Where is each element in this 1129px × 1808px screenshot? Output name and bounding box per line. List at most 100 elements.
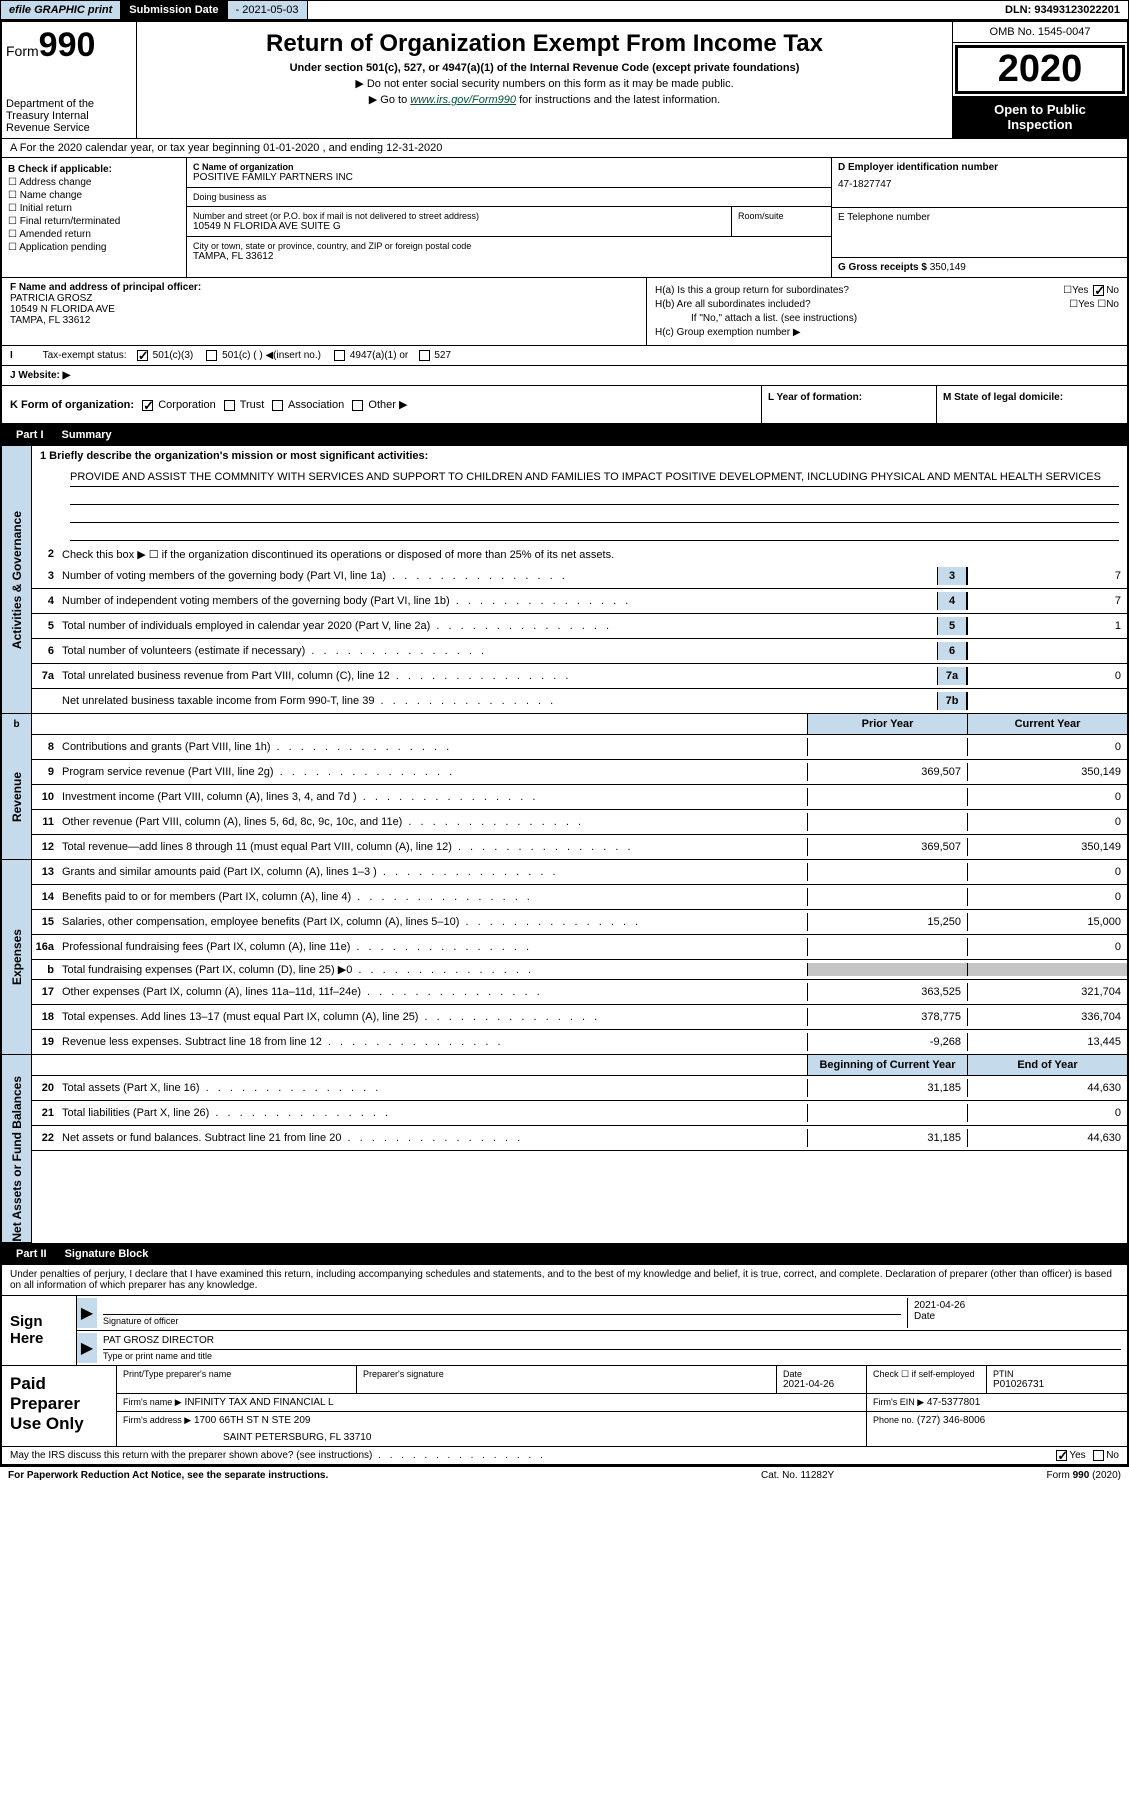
ha-yes[interactable]: Yes [1072, 285, 1088, 296]
may-irs-yes-cb[interactable] [1056, 1450, 1067, 1461]
line-2: 2 Check this box ▶ ☐ if the organization… [32, 544, 1127, 564]
footer-form-pre: Form [1047, 1470, 1073, 1481]
mission-blank-3 [70, 523, 1119, 541]
cb-application-pending[interactable]: ☐ Application pending [8, 242, 180, 253]
officer-sig-field: Signature of officer [97, 1298, 907, 1328]
phone-value: (727) 346-8006 [917, 1415, 985, 1426]
line-value: 1 [967, 617, 1127, 635]
footer: For Paperwork Reduction Act Notice, see … [0, 1466, 1129, 1484]
firm-ein-label: Firm's EIN ▶ [873, 1397, 924, 1407]
na-header-spacer [32, 1055, 807, 1075]
prep-name-cell: Print/Type preparer's name [117, 1366, 357, 1393]
cb-501c3[interactable] [137, 350, 148, 361]
cb-amended-return[interactable]: ☐ Amended return [8, 229, 180, 240]
form-label: Form [6, 43, 39, 59]
cb-final-return[interactable]: ☐ Final return/terminated [8, 216, 180, 227]
line-a-tax-year: A For the 2020 calendar year, or tax yea… [2, 139, 1127, 158]
line-value [967, 642, 1127, 660]
form-num-990: 990 [39, 26, 96, 64]
line-16a: 16aProfessional fundraising fees (Part I… [32, 935, 1127, 960]
street-value: 10549 N FLORIDA AVE SUITE G [193, 221, 725, 232]
open-to-public: Open to Public [957, 102, 1123, 117]
prior-year-value [807, 788, 967, 806]
omb-number: OMB No. 1545-0047 [953, 22, 1127, 43]
officer-name-value: PAT GROSZ DIRECTOR [103, 1335, 1121, 1349]
box-deg: D Employer identification number 47-1827… [832, 158, 1127, 277]
ha-no-checkbox[interactable] [1093, 285, 1104, 296]
line-num: 8 [32, 741, 62, 753]
cb-trust[interactable] [224, 400, 235, 411]
check-self-employed[interactable]: Check ☐ if self-employed [873, 1369, 980, 1380]
line-num: 6 [32, 645, 62, 657]
officer-name-label: Type or print name and title [103, 1349, 1121, 1361]
firm-addr-label: Firm's address ▶ [123, 1415, 191, 1425]
line-text: Number of voting members of the governin… [62, 570, 937, 582]
sign-here-label: Sign Here [2, 1296, 77, 1365]
prior-year-value: -9,268 [807, 1033, 967, 1051]
cb-address-change[interactable]: ☐ Address change [8, 177, 180, 188]
line-text: Other revenue (Part VIII, column (A), li… [62, 816, 807, 828]
form-title: Return of Organization Exempt From Incom… [145, 30, 944, 58]
line-3: 3Number of voting members of the governi… [32, 564, 1127, 589]
mission-block: PROVIDE AND ASSIST THE COMMNITY WITH SER… [32, 466, 1127, 544]
cb-527[interactable] [419, 350, 430, 361]
firm-addr-cell: Firm's address ▶ 1700 66TH ST N STE 209 … [117, 1412, 867, 1446]
line-17: 17Other expenses (Part IX, column (A), l… [32, 980, 1127, 1005]
current-year-value: 15,000 [967, 913, 1127, 931]
footer-catno: Cat. No. 11282Y [761, 1470, 961, 1481]
may-irs-no-cb[interactable] [1093, 1450, 1104, 1461]
line-5: 5Total number of individuals employed in… [32, 614, 1127, 639]
cb-other[interactable] [352, 400, 363, 411]
line-1-label: 1 Briefly describe the organization's mi… [32, 446, 1127, 466]
current-year-value [967, 963, 1127, 976]
cb-association[interactable] [272, 400, 283, 411]
firm-ein-cell: Firm's EIN ▶ 47-5377801 [867, 1394, 1127, 1411]
prep-sig-label: Preparer's signature [363, 1369, 770, 1379]
cb-501c[interactable] [206, 350, 217, 361]
line-9: 9Program service revenue (Part VIII, lin… [32, 760, 1127, 785]
ein-value: 47-1827747 [838, 179, 1121, 190]
prior-year-value: 369,507 [807, 763, 967, 781]
efile-label[interactable]: efile GRAPHIC print [1, 1, 121, 19]
may-irs-yn: Yes No [939, 1450, 1119, 1461]
hb-no[interactable]: No [1106, 299, 1119, 310]
line-text: Total unrelated business revenue from Pa… [62, 670, 937, 682]
prep-row-2: Firm's name ▶ INFINITY TAX AND FINANCIAL… [117, 1394, 1127, 1412]
current-year-value: 0 [967, 738, 1127, 756]
line-text: Investment income (Part VIII, column (A)… [62, 791, 807, 803]
cb-4947[interactable] [334, 350, 345, 361]
cb-corporation[interactable] [142, 400, 153, 411]
cb-initial-return[interactable]: ☐ Initial return [8, 203, 180, 214]
officer-city: TAMPA, FL 33612 [10, 315, 638, 326]
line-num: 17 [32, 986, 62, 998]
part-1-title: Summary [54, 429, 112, 441]
prior-year-value: 378,775 [807, 1008, 967, 1026]
vtab-b-marker: b [2, 714, 32, 735]
line-num: 4 [32, 595, 62, 607]
part-2-header: Part II Signature Block [2, 1243, 1127, 1265]
line-text: Total fundraising expenses (Part IX, col… [62, 963, 807, 976]
city-row: City or town, state or province, country… [187, 237, 831, 266]
part-2-num: Part II [10, 1246, 57, 1262]
current-year-value: 44,630 [967, 1079, 1127, 1097]
irs-link[interactable]: www.irs.gov/Form990 [410, 94, 516, 106]
line-num: 9 [32, 766, 62, 778]
row-i-num: I [10, 350, 40, 361]
sig-date-value: 2021-04-26 [914, 1300, 1121, 1311]
line-box: 7b [937, 692, 967, 710]
city-value: TAMPA, FL 33612 [193, 251, 825, 262]
hb-yes[interactable]: Yes [1078, 299, 1094, 310]
sig-date-label: Date [914, 1311, 1121, 1322]
firm-name-label: Firm's name ▶ [123, 1397, 182, 1407]
officer-label: F Name and address of principal officer: [10, 282, 638, 293]
public-inspection: Open to Public Inspection [953, 96, 1127, 138]
line-num: 13 [32, 866, 62, 878]
ha-no: No [1106, 285, 1119, 296]
paid-preparer-right: Print/Type preparer's name Preparer's si… [117, 1366, 1127, 1446]
cb-name-change[interactable]: ☐ Name change [8, 190, 180, 201]
prior-year-value [807, 888, 967, 906]
may-irs-yes: Yes [1069, 1450, 1085, 1461]
expenses-section: Expenses 13Grants and similar amounts pa… [2, 860, 1127, 1055]
ha-label: H(a) Is this a group return for subordin… [655, 285, 849, 296]
officer-sig-blank [103, 1300, 901, 1314]
